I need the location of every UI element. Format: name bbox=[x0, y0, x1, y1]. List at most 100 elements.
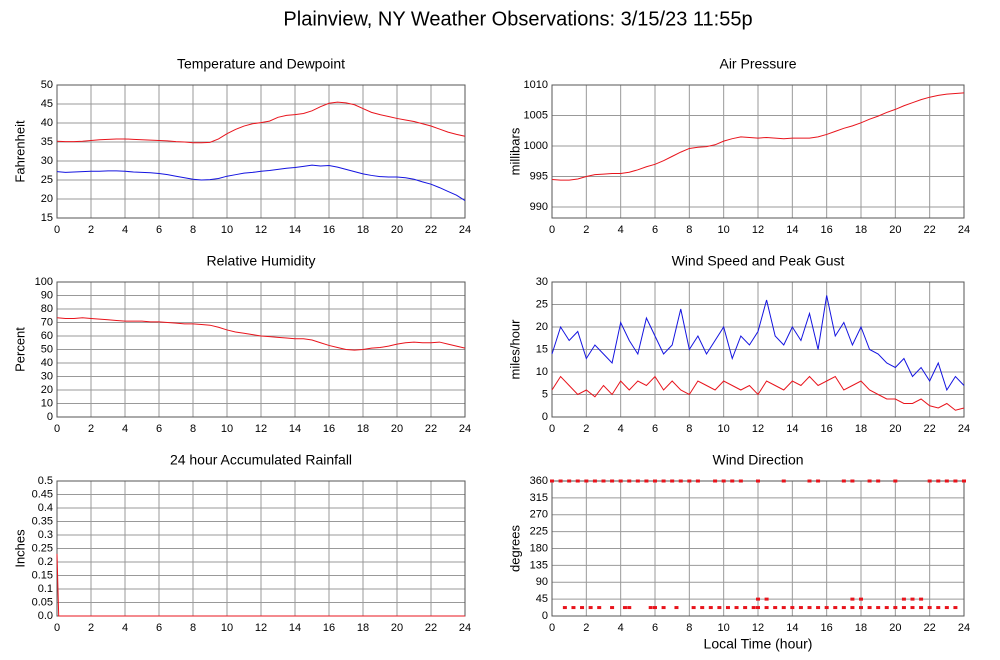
x-tick-label: 12 bbox=[752, 423, 764, 435]
x-tick-label: 10 bbox=[718, 423, 730, 435]
data-point bbox=[962, 479, 966, 483]
y-axis-label: millibars bbox=[507, 127, 522, 175]
x-tick-label: 2 bbox=[583, 224, 589, 236]
y-tick-label: 0.15 bbox=[32, 569, 53, 581]
y-tick-label: 0 bbox=[542, 411, 548, 423]
data-point bbox=[678, 479, 683, 483]
x-tick-label: 14 bbox=[786, 622, 798, 634]
x-tick-label: 4 bbox=[122, 622, 128, 634]
x-tick-label: 12 bbox=[752, 224, 764, 236]
plot-frame bbox=[56, 84, 466, 219]
data-point bbox=[734, 606, 739, 610]
x-tick-label: 24 bbox=[958, 622, 970, 634]
x-tick-label: 10 bbox=[221, 423, 233, 435]
x-tick-label: 20 bbox=[889, 224, 901, 236]
x-tick-label: 6 bbox=[156, 622, 162, 634]
data-line bbox=[56, 317, 466, 351]
data-point bbox=[562, 606, 567, 610]
x-tick-label: 2 bbox=[88, 224, 94, 236]
y-tick-label: 0.05 bbox=[32, 596, 53, 608]
y-axis-label: miles/hour bbox=[507, 319, 522, 380]
x-tick-label: 2 bbox=[88, 423, 94, 435]
x-tick-label: 24 bbox=[958, 423, 970, 435]
y-tick-label: 0.2 bbox=[38, 556, 53, 568]
data-point bbox=[876, 606, 881, 610]
x-tick-label: 10 bbox=[718, 622, 730, 634]
data-point bbox=[893, 479, 898, 483]
y-axis-label: degrees bbox=[507, 525, 522, 572]
data-point bbox=[756, 479, 760, 483]
data-point bbox=[816, 606, 821, 610]
x-tick-label: 12 bbox=[255, 622, 267, 634]
x-tick-label: 4 bbox=[618, 622, 624, 634]
data-point bbox=[936, 606, 941, 610]
x-tick-label: 22 bbox=[425, 423, 437, 435]
x-tick-label: 20 bbox=[391, 224, 403, 236]
x-tick-label: 20 bbox=[889, 622, 901, 634]
x-tick-label: 14 bbox=[786, 423, 798, 435]
y-tick-label: 90 bbox=[41, 289, 53, 301]
y-axis-label: Percent bbox=[12, 327, 27, 372]
data-point bbox=[661, 479, 666, 483]
data-point bbox=[867, 479, 872, 483]
data-point bbox=[584, 479, 589, 483]
data-point bbox=[850, 597, 855, 601]
y-tick-label: 0 bbox=[47, 411, 53, 423]
x-tick-label: 16 bbox=[821, 622, 833, 634]
data-point bbox=[936, 479, 941, 483]
data-point bbox=[893, 606, 898, 610]
y-tick-label: 0.25 bbox=[32, 542, 53, 554]
y-tick-label: 40 bbox=[41, 117, 53, 129]
plot-frame bbox=[551, 84, 965, 219]
y-tick-label: 50 bbox=[41, 343, 53, 355]
data-point bbox=[695, 479, 700, 483]
y-tick-label: 25 bbox=[536, 298, 548, 310]
y-tick-label: 225 bbox=[530, 526, 548, 538]
y-tick-label: 80 bbox=[41, 303, 53, 315]
x-tick-label: 4 bbox=[122, 224, 128, 236]
x-tick-label: 8 bbox=[190, 224, 196, 236]
data-point bbox=[798, 606, 803, 610]
y-tick-label: 0.4 bbox=[38, 502, 53, 514]
x-tick-label: 6 bbox=[156, 224, 162, 236]
y-tick-label: 0 bbox=[542, 610, 548, 622]
data-point bbox=[661, 606, 666, 610]
data-point bbox=[588, 606, 593, 610]
data-point bbox=[850, 479, 855, 483]
x-tick-label: 24 bbox=[459, 622, 471, 634]
y-tick-label: 10 bbox=[41, 397, 53, 409]
data-point bbox=[571, 606, 576, 610]
y-tick-label: 1005 bbox=[524, 109, 548, 121]
x-tick-label: 16 bbox=[821, 423, 833, 435]
x-tick-label: 20 bbox=[391, 423, 403, 435]
panel-title: Relative Humidity bbox=[207, 253, 316, 269]
data-point bbox=[597, 606, 602, 610]
y-tick-label: 0.1 bbox=[38, 583, 53, 595]
x-tick-label: 22 bbox=[924, 423, 936, 435]
data-point bbox=[580, 606, 585, 610]
data-point bbox=[550, 479, 554, 483]
data-point bbox=[781, 606, 786, 610]
y-tick-label: 60 bbox=[41, 330, 53, 342]
y-axis-label: Fahrenheit bbox=[12, 120, 27, 183]
x-tick-label: 16 bbox=[323, 423, 335, 435]
data-point bbox=[859, 597, 863, 601]
data-point bbox=[901, 606, 906, 610]
y-tick-label: 315 bbox=[530, 492, 548, 504]
data-point bbox=[610, 606, 615, 610]
data-point bbox=[567, 479, 572, 483]
x-tick-label: 24 bbox=[459, 423, 471, 435]
x-tick-label: 8 bbox=[686, 423, 692, 435]
data-point bbox=[850, 606, 855, 610]
data-point bbox=[610, 479, 615, 483]
x-tick-label: 2 bbox=[583, 622, 589, 634]
data-point bbox=[841, 606, 846, 610]
x-tick-label: 16 bbox=[323, 224, 335, 236]
x-tick-label: 10 bbox=[718, 224, 730, 236]
y-tick-label: 30 bbox=[41, 370, 53, 382]
data-point bbox=[627, 479, 632, 483]
plot-frame bbox=[56, 281, 466, 418]
data-point bbox=[674, 606, 679, 610]
x-tick-label: 18 bbox=[855, 224, 867, 236]
data-line bbox=[56, 101, 466, 144]
